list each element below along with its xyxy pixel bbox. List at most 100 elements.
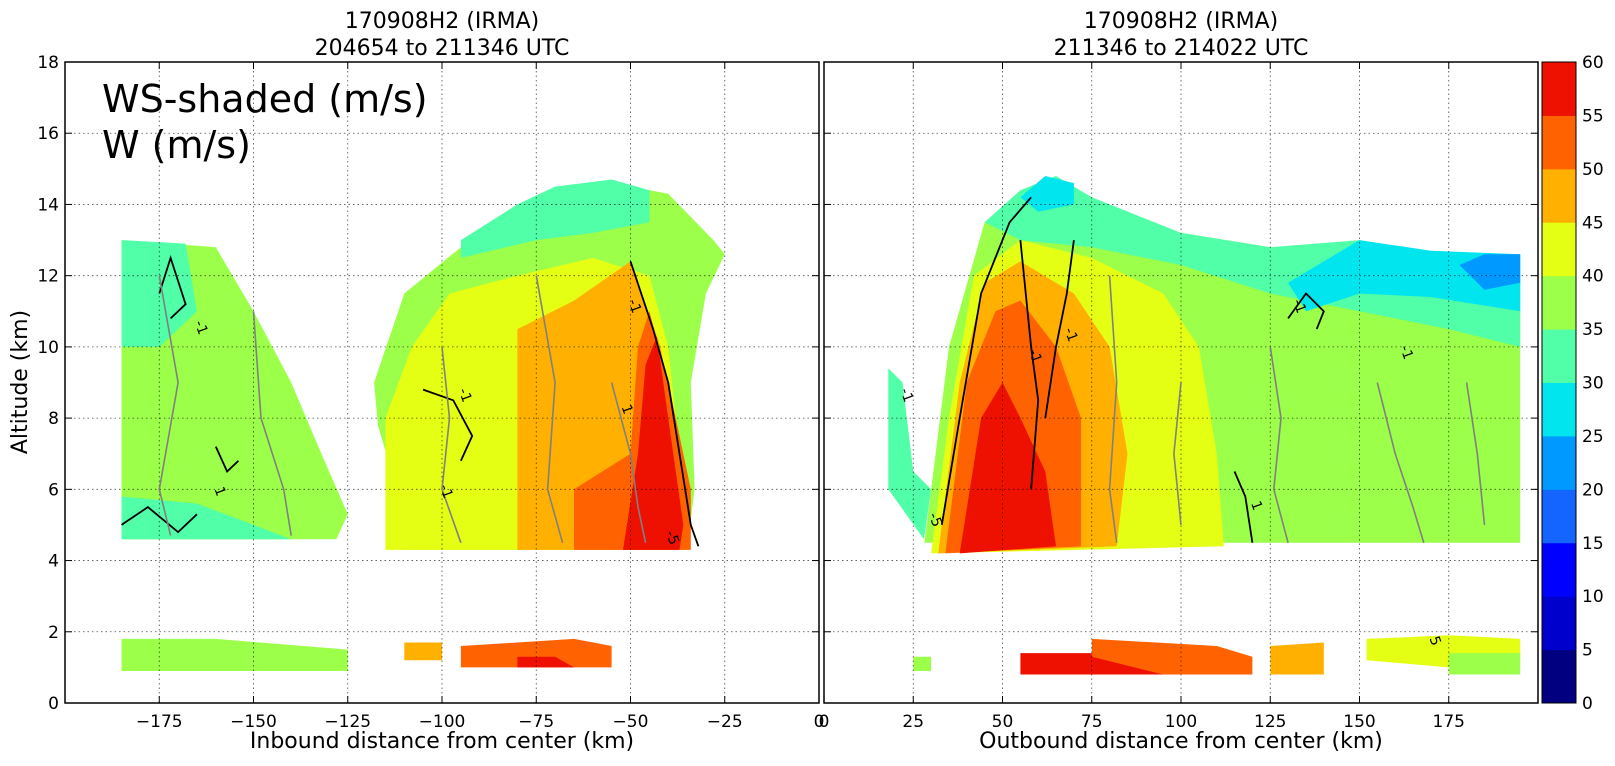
colorbar-tick-label-10: 50 xyxy=(1582,160,1604,180)
x-tick-label-4: 100 xyxy=(1165,712,1197,732)
y-tick-label-7: 14 xyxy=(37,195,59,215)
colorbar-tick-label-12: 60 xyxy=(1582,53,1604,73)
y-tick-label-5: 10 xyxy=(37,338,59,358)
y-tick-label-4: 8 xyxy=(48,409,59,429)
w-contour-2 xyxy=(1044,239,1075,419)
contour-label-5: -5 xyxy=(925,511,945,530)
x-tick-label-6: −25 xyxy=(707,712,743,732)
x-tick-label-5: 125 xyxy=(1254,712,1286,732)
w-contour-9 xyxy=(1173,382,1182,525)
x-tick-label-4: −75 xyxy=(518,712,554,732)
y-tick-label-9: 18 xyxy=(37,53,59,73)
colorbar-tick-label-8: 40 xyxy=(1582,267,1604,287)
x-ticks-outbound: 0 25 50 75 100 125 150 175 xyxy=(819,62,1465,732)
contour-label-3: -1 xyxy=(624,297,644,316)
w-contour-0 xyxy=(940,196,1032,526)
w-contours-inbound xyxy=(120,254,700,547)
w-contour-7 xyxy=(1376,382,1425,544)
y-tick-label-8: 16 xyxy=(37,124,59,144)
colorbar xyxy=(1542,62,1576,704)
w-contour-4 xyxy=(1233,471,1254,543)
contour-label-1: -1 xyxy=(455,386,475,405)
w-contour-2 xyxy=(158,254,187,320)
colorbar-tick-label-0: 0 xyxy=(1582,694,1593,714)
annotation-w: W (m/s) xyxy=(102,123,251,167)
w-contour-1 xyxy=(422,388,474,462)
contour-label-1: -1 xyxy=(1025,347,1045,366)
colorbar-tick-label-7: 35 xyxy=(1582,320,1604,340)
panel-title-inbound-line2: 204654 to 211346 UTC xyxy=(315,36,570,61)
ws-region-35-15 xyxy=(1448,653,1521,675)
colorbar-tick-label-2: 10 xyxy=(1582,587,1604,607)
colorbar-segment-2 xyxy=(1542,542,1576,597)
contour-labels-outbound: -1-1-1-1-1-515 xyxy=(896,297,1443,648)
colorbar-segment-1 xyxy=(1542,596,1576,651)
colorbar-segment-6 xyxy=(1542,329,1576,383)
ws-region-50-12 xyxy=(1091,638,1253,675)
y-ticks-outbound xyxy=(824,61,1538,704)
colorbar-ticks: 0 5 10 15 20 25 30 35 40 45 50 55 60 xyxy=(1582,53,1604,714)
w-contour-1 xyxy=(1019,240,1040,490)
x-tick-label-1: 25 xyxy=(902,712,924,732)
x-tick-label-3: 75 xyxy=(1081,712,1103,732)
ws-region-55-8 xyxy=(623,336,684,550)
contour-label-4: -1 xyxy=(1396,343,1416,362)
contour-label-4: -5 xyxy=(662,529,682,548)
panel-title-outbound-line1: 170908H2 (IRMA) xyxy=(1084,9,1279,34)
ws-region-30-2 xyxy=(984,176,1521,347)
colorbar-segment-7 xyxy=(1542,275,1576,330)
w-contours-outbound xyxy=(940,196,1486,544)
w-contour-8 xyxy=(1465,382,1486,525)
x-tick-label-3: −100 xyxy=(419,712,466,732)
ws-region-45-13 xyxy=(1270,642,1324,675)
panel-inbound: -1-1-1-1-511 −175 −150 −125 −100 −75 −50 −25 0 … xyxy=(37,9,824,754)
ws-shading-inbound xyxy=(121,179,725,671)
w-contour-7 xyxy=(535,275,564,544)
colorbar-segment-11 xyxy=(1542,62,1576,116)
x-axis-label-inbound: Inbound distance from center (km) xyxy=(250,729,634,754)
ws-region-55-12 xyxy=(517,656,574,668)
panel-title-inbound-line1: 170908H2 (IRMA) xyxy=(345,9,540,34)
contour-label-3: -1 xyxy=(1289,297,1309,316)
ws-shading-outbound xyxy=(888,176,1521,675)
w-contour-4 xyxy=(120,505,198,534)
colorbar-tick-label-9: 45 xyxy=(1582,213,1604,233)
y-tick-label-1: 2 xyxy=(48,623,59,643)
x-tick-label-2: 50 xyxy=(992,712,1014,732)
colorbar-segment-0 xyxy=(1542,649,1576,704)
ws-region-45-10 xyxy=(404,642,442,661)
panel-title-outbound-line2: 211346 to 214022 UTC xyxy=(1054,36,1309,61)
colorbar-tick-label-5: 25 xyxy=(1582,427,1604,447)
ws-region-55-9 xyxy=(959,382,1056,554)
w-contour-3 xyxy=(1287,292,1325,330)
w-contour-5 xyxy=(158,275,179,536)
colorbar-segment-5 xyxy=(1542,382,1576,437)
w-contour-6 xyxy=(252,311,292,536)
w-contour-8 xyxy=(610,382,647,543)
colorbar-tick-label-3: 15 xyxy=(1582,534,1604,554)
x-ticks-inbound: −175 −150 −125 −100 −75 −50 −25 0 xyxy=(136,62,825,732)
colorbar-segment-3 xyxy=(1542,489,1576,544)
contour-label-0: -1 xyxy=(896,386,916,405)
ws-region-50-11 xyxy=(460,638,612,668)
y-tick-label-3: 6 xyxy=(48,480,59,500)
colorbar-segment-8 xyxy=(1542,222,1576,277)
y-ticks-inbound: 0 2 4 6 8 10 12 14 16 18 xyxy=(37,53,819,714)
annotation-ws-shaded: WS-shaded (m/s) xyxy=(102,77,428,121)
ws-region-35-9 xyxy=(121,638,348,671)
x-tick-label-0: −175 xyxy=(136,712,183,732)
y-tick-label-2: 4 xyxy=(48,552,59,572)
contour-label-2: -1 xyxy=(436,482,456,501)
y-tick-label-6: 12 xyxy=(37,267,59,287)
x-tick-label-1: −150 xyxy=(230,712,277,732)
colorbar-segment-4 xyxy=(1542,435,1576,490)
x-tick-label-2: −125 xyxy=(324,712,371,732)
x-tick-label-6: 150 xyxy=(1343,712,1375,732)
x-tick-label-7: 0 xyxy=(814,712,825,732)
w-contour-3 xyxy=(214,446,240,474)
colorbar-tick-label-4: 20 xyxy=(1582,480,1604,500)
colorbar-tick-label-6: 30 xyxy=(1582,374,1604,394)
colorbar-segment-9 xyxy=(1542,168,1576,223)
